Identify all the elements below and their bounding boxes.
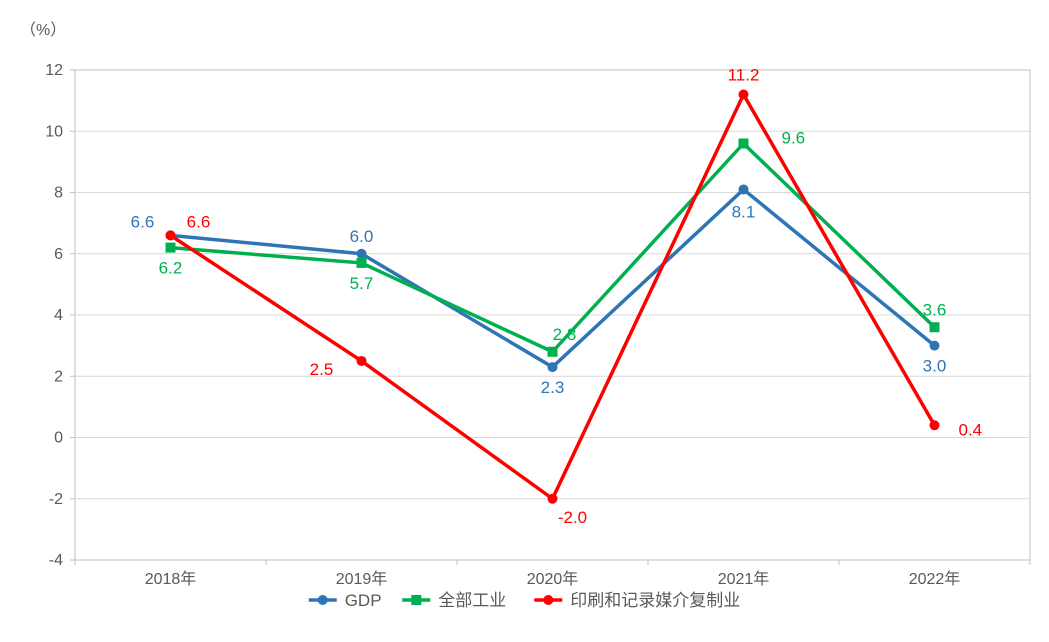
data-label: 0.4 xyxy=(959,420,983,439)
series-marker xyxy=(548,494,558,504)
y-tick-label: -2 xyxy=(49,491,63,508)
data-label: 3.0 xyxy=(923,357,947,376)
legend-marker xyxy=(543,595,553,605)
data-label: 2.5 xyxy=(310,360,334,379)
series-marker xyxy=(548,347,558,357)
series-marker xyxy=(930,322,940,332)
x-tick-label: 2019年 xyxy=(336,570,388,588)
series-marker xyxy=(166,230,176,240)
y-tick-label: 12 xyxy=(45,62,63,79)
data-label: 8.1 xyxy=(732,202,756,221)
y-tick-label: 6 xyxy=(54,246,63,263)
y-tick-label: 4 xyxy=(54,307,63,324)
legend-marker xyxy=(318,595,328,605)
series-marker xyxy=(739,90,749,100)
data-label: -2.0 xyxy=(558,508,587,527)
legend-label: GDP xyxy=(345,591,382,610)
series-marker xyxy=(739,139,749,149)
legend-label: 全部工业 xyxy=(438,591,506,610)
series-marker xyxy=(357,356,367,366)
y-tick-label: 2 xyxy=(54,368,63,385)
unit-label: （%） xyxy=(20,21,66,39)
legend-marker xyxy=(411,595,421,605)
series-marker xyxy=(930,341,940,351)
legend-label: 印刷和记录媒介复制业 xyxy=(570,591,740,610)
y-tick-label: 0 xyxy=(54,430,63,447)
data-label: 2.8 xyxy=(553,325,577,344)
x-tick-label: 2021年 xyxy=(718,570,770,588)
x-tick-label: 2018年 xyxy=(145,570,197,588)
series-marker xyxy=(930,420,940,430)
data-label: 6.2 xyxy=(159,259,183,278)
y-tick-label: 10 xyxy=(45,123,63,140)
series-marker xyxy=(357,249,367,259)
y-tick-label: -4 xyxy=(49,552,63,569)
series-marker xyxy=(739,184,749,194)
data-label: 11.2 xyxy=(728,66,760,85)
data-label: 6.0 xyxy=(350,227,374,246)
series-marker xyxy=(548,362,558,372)
chart-container: -4 -2 0 2 4 6 8 10 12 2018年 2019年 2020年 2021年 2022年 （%… xyxy=(0,0,1049,642)
x-tick-label: 2020年 xyxy=(527,570,579,588)
data-label: 5.7 xyxy=(350,274,374,293)
line-chart: -4 -2 0 2 4 6 8 10 12 2018年 2019年 2020年 2021年 2022年 （%… xyxy=(0,0,1049,642)
series-marker xyxy=(166,243,176,253)
data-label: 6.6 xyxy=(131,212,155,231)
y-tick-label: 8 xyxy=(54,185,63,202)
series-marker xyxy=(357,258,367,268)
data-label: 9.6 xyxy=(782,129,806,148)
data-label: 3.6 xyxy=(923,300,947,319)
data-label: 6.6 xyxy=(187,212,211,231)
x-tick-label: 2022年 xyxy=(909,570,961,588)
data-label: 2.3 xyxy=(541,378,565,397)
